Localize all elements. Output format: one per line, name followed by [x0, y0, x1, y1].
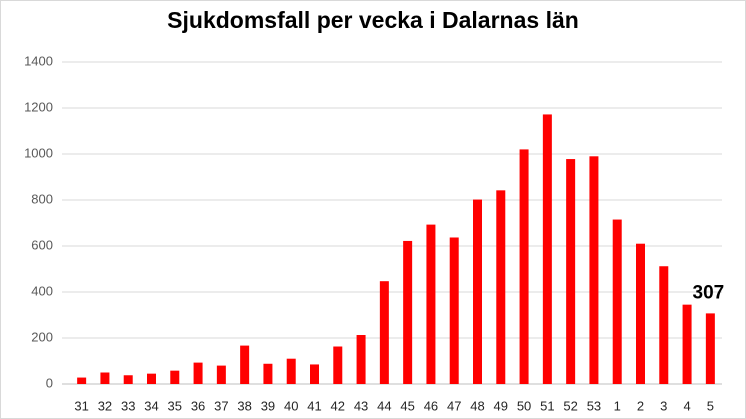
bar: [589, 156, 599, 384]
data-label: 307: [693, 282, 725, 303]
x-tick-label: 4: [683, 398, 690, 413]
bar: [216, 365, 226, 384]
bar: [286, 358, 296, 384]
x-tick-label: 41: [307, 398, 321, 413]
bar: [310, 364, 319, 384]
x-tick-label: 32: [98, 398, 112, 413]
bar: [659, 266, 669, 384]
bar: [170, 370, 180, 384]
x-tick-label: 46: [424, 398, 438, 413]
bar: [705, 313, 715, 384]
y-tick-label: 1200: [24, 99, 53, 114]
bar: [473, 199, 482, 384]
bar: [566, 159, 576, 384]
x-tick-label: 3: [660, 398, 667, 413]
bar: [263, 363, 273, 384]
x-tick-label: 51: [540, 398, 554, 413]
x-tick-label: 52: [563, 398, 577, 413]
x-tick-label: 47: [447, 398, 461, 413]
bar: [403, 240, 413, 384]
bar: [193, 362, 203, 384]
bar: [682, 304, 692, 384]
x-tick-label: 43: [354, 398, 368, 413]
x-tick-label: 36: [191, 398, 205, 413]
bar: [612, 219, 622, 384]
x-tick-label: 38: [237, 398, 251, 413]
bar: [379, 281, 389, 384]
chart-title: Sjukdomsfall per vecka i Dalarnas län: [167, 7, 579, 33]
y-tick-label: 800: [31, 191, 53, 206]
x-tick-label: 2: [637, 398, 644, 413]
x-tick-label: 34: [144, 398, 158, 413]
x-tick-label: 5: [707, 398, 714, 413]
bar: [356, 335, 366, 384]
bar: [426, 224, 436, 384]
y-tick-label: 200: [31, 329, 53, 344]
x-tick-label: 42: [331, 398, 345, 413]
x-tick-label: 40: [284, 398, 298, 413]
x-tick-label: 35: [168, 398, 182, 413]
x-tick-label: 37: [214, 398, 228, 413]
x-tick-label: 50: [517, 398, 531, 413]
bar: [147, 373, 156, 384]
bar: [123, 375, 133, 384]
y-tick-label: 0: [46, 375, 53, 390]
bar: [636, 243, 645, 384]
y-tick-label: 400: [31, 283, 53, 298]
bar: [333, 346, 343, 384]
x-tick-label: 53: [587, 398, 601, 413]
bar: [542, 114, 552, 384]
y-tick-label: 1400: [24, 53, 53, 68]
x-tick-label: 44: [377, 398, 391, 413]
x-tick-label: 45: [400, 398, 414, 413]
bar: [449, 237, 459, 384]
y-tick-label: 1000: [24, 145, 53, 160]
bar: [519, 149, 529, 384]
x-tick-label: 31: [74, 398, 88, 413]
x-tick-label: 48: [470, 398, 484, 413]
x-tick-label: 33: [121, 398, 135, 413]
x-tick-label: 1: [614, 398, 621, 413]
x-tick-label: 49: [494, 398, 508, 413]
bar: [77, 377, 87, 384]
bar: [496, 190, 506, 384]
bar: [240, 345, 250, 384]
y-tick-label: 600: [31, 237, 53, 252]
bar: [100, 372, 110, 384]
x-tick-label: 39: [261, 398, 275, 413]
